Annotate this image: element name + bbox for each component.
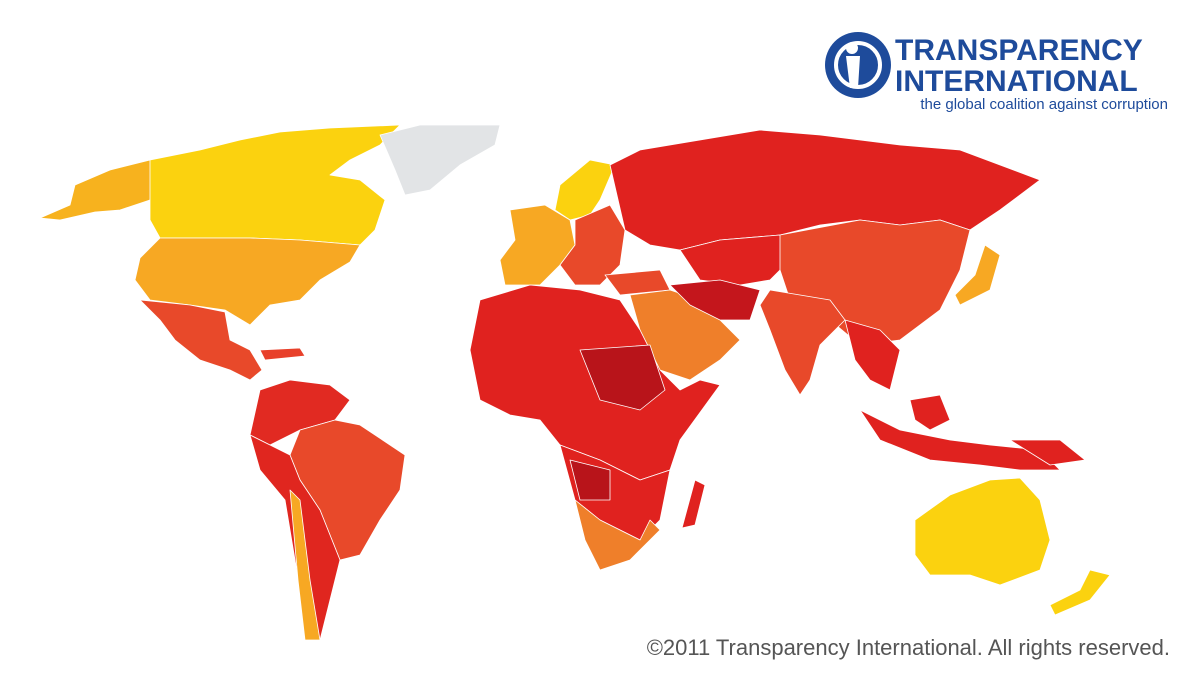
- greenland: [379, 124, 501, 196]
- world-map: [39, 124, 1111, 641]
- borneo-philippines: [909, 394, 951, 431]
- caribbean: [259, 347, 306, 361]
- southeast-asia: [844, 319, 901, 391]
- western-europe: [499, 204, 576, 286]
- logo-tagline: the global coalition against corruption: [920, 96, 1168, 113]
- indonesia: [859, 409, 1061, 471]
- logo-name-2: INTERNATIONAL: [895, 65, 1138, 98]
- eastern-europe: [559, 204, 626, 286]
- iran-iraq: [669, 279, 761, 321]
- australia: [914, 477, 1051, 586]
- logo-figure-body: [846, 56, 860, 88]
- angola: [569, 459, 611, 501]
- scandinavia: [554, 159, 616, 221]
- chile: [289, 489, 321, 641]
- japan: [954, 244, 1001, 306]
- logo: TRANSPARENCY INTERNATIONAL the global co…: [825, 32, 1168, 113]
- usa: [134, 237, 361, 326]
- mexico: [139, 299, 263, 381]
- southern-africa: [574, 499, 661, 571]
- sahel: [579, 344, 666, 411]
- india: [759, 289, 846, 396]
- logo-name-1: TRANSPARENCY: [895, 34, 1143, 67]
- madagascar: [681, 479, 706, 529]
- new-guinea: [1009, 439, 1086, 466]
- copyright: ©2011 Transparency International. All ri…: [647, 635, 1170, 660]
- new-zealand: [1049, 569, 1111, 616]
- logo-figure-head: [846, 42, 858, 54]
